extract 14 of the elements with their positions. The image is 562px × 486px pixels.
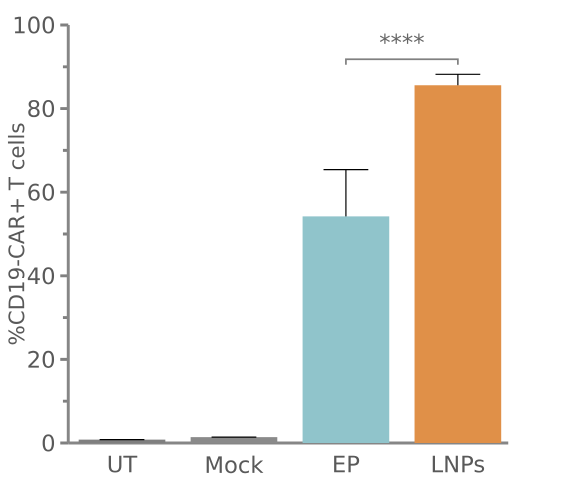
x-tick-label: EP <box>334 456 360 472</box>
y-tick-label: 100 <box>14 16 54 34</box>
y-axis-title: %CD19-CAR+ T cells <box>8 124 24 344</box>
y-tick-label: 0 <box>42 434 54 452</box>
bar <box>302 216 390 443</box>
y-tick-label: 20 <box>28 350 54 368</box>
x-tick-label: UT <box>108 456 138 473</box>
y-tick-label: 80 <box>28 100 54 118</box>
y-tick-label: 60 <box>28 184 54 201</box>
y-tick-label: 40 <box>28 267 54 284</box>
bar <box>414 85 502 443</box>
annotation: **** <box>380 34 424 44</box>
x-tick-label: LNPs <box>432 456 484 473</box>
x-tick-label: Mock <box>206 456 264 474</box>
